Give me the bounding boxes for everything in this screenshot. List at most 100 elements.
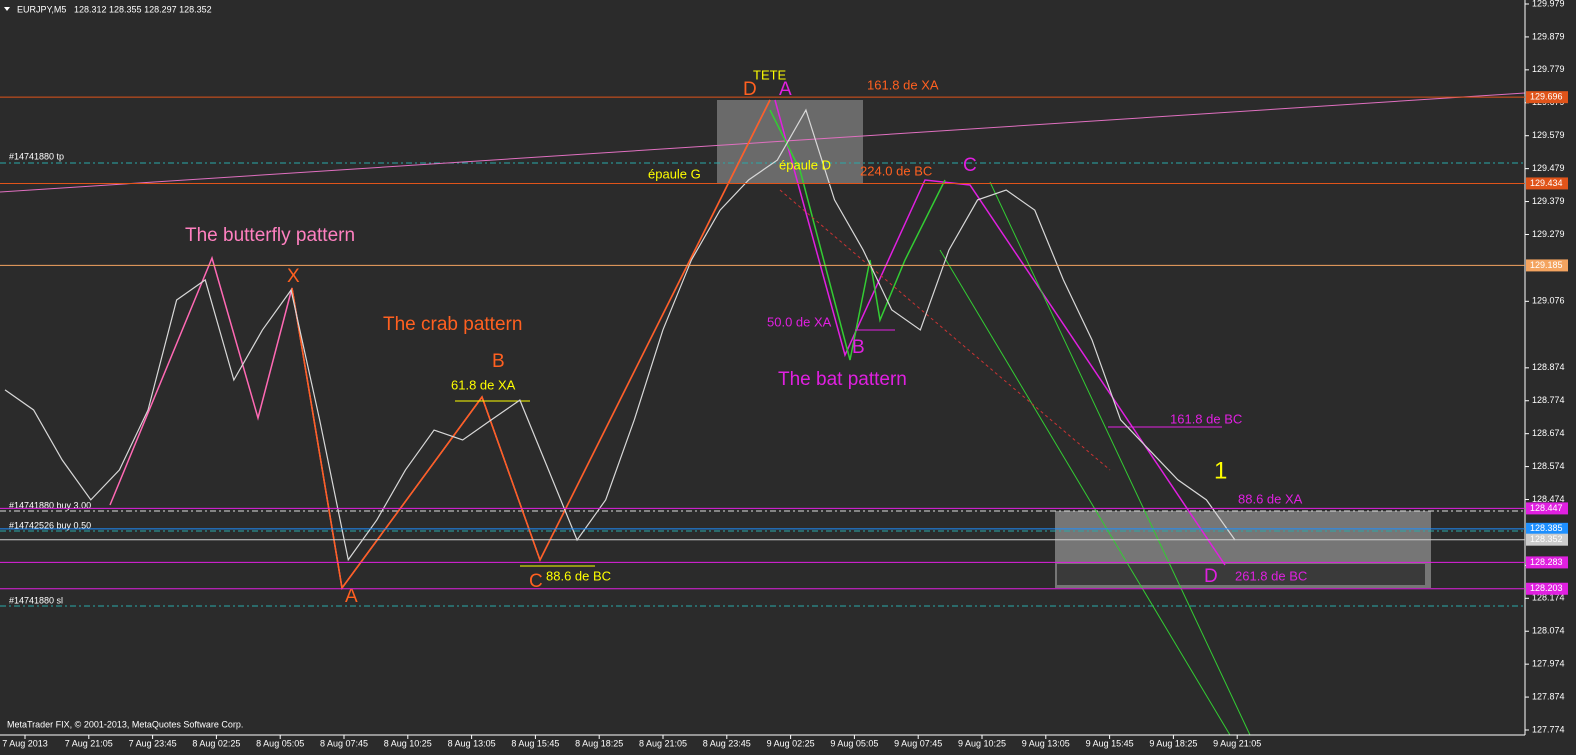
time-label: 8 Aug 13:05 [448,738,496,748]
price-tick-label: 129.379 [1532,196,1565,206]
order-label: #14741880 tp [9,151,64,161]
label: D [1204,566,1218,587]
order-label: #14742526 buy 0.50 [9,520,91,530]
label: The butterfly pattern [185,225,355,246]
price-tick-label: 129.779 [1532,64,1565,74]
label: 161.8 de XA [867,77,939,92]
symbol: EURJPY,M5 [17,4,66,14]
plot-area [0,92,1526,736]
label: A [345,586,358,607]
head-box [717,100,863,184]
time-label: 8 Aug 05:05 [256,738,304,748]
time-label: 9 Aug 18:25 [1149,738,1197,748]
green-lines [769,109,946,361]
label: TETE [753,67,787,82]
price-tick-label: 128.474 [1532,494,1565,504]
time-label: 8 Aug 18:25 [575,738,623,748]
time-label: 7 Aug 2013 [2,738,48,748]
ohlc: 128.312 128.355 128.297 128.352 [74,4,212,14]
price-tick-label: 129.279 [1532,229,1565,239]
time-label: 9 Aug 13:05 [1022,738,1070,748]
label: A [779,79,792,100]
menu-arrow[interactable] [4,7,10,11]
order-label: #14741880 buy 3.00 [9,500,91,510]
level-box [1526,177,1568,190]
level-label: 128.385 [1530,523,1563,533]
label: 61.8 de XA [451,377,516,392]
time-label: 9 Aug 05:05 [830,738,878,748]
time-label: 8 Aug 23:45 [703,738,751,748]
trend-line [0,92,1526,193]
level-box [1526,502,1568,515]
price-tick-label: 128.074 [1532,626,1565,636]
label: The crab pattern [383,314,522,335]
time-label: 8 Aug 07:45 [320,738,368,748]
time-label: 7 Aug 23:45 [129,738,177,748]
target-inner [1057,564,1425,585]
level-box [1526,533,1568,546]
label: B [852,337,865,358]
label: 224.0 de BC [860,163,932,178]
order-label: #14741880 sl [9,595,63,605]
price-tick-label: 129.579 [1532,130,1565,140]
price-tick-label: 129.979 [1532,0,1565,8]
label: 261.8 de BC [1235,568,1307,583]
footer: MetaTrader FIX, © 2001-2013, MetaQuotes … [7,719,243,729]
level-label: 128.283 [1530,557,1563,567]
level-label: 129.185 [1530,260,1563,270]
time-label: 9 Aug 07:45 [894,738,942,748]
price-tick-label: 129.879 [1532,31,1565,41]
time-label: 9 Aug 02:25 [767,738,815,748]
label: C [963,155,977,176]
price-tick-label: 128.774 [1532,395,1565,405]
price-tick-label: 128.174 [1532,593,1565,603]
label: C [529,571,543,592]
level-box [1526,91,1568,104]
level-label: 128.203 [1530,583,1563,593]
time-label: 9 Aug 21:05 [1213,738,1261,748]
crab-lines [291,99,771,590]
time-label: 8 Aug 15:45 [511,738,559,748]
level-label: 128.352 [1530,534,1563,544]
price-tick-label: 129.479 [1532,163,1565,173]
price-tick-label: 128.874 [1532,362,1565,372]
price-tick-label: 128.574 [1532,461,1565,471]
label: The bat pattern [778,369,907,390]
channel-line [989,181,1251,736]
time-label: 9 Aug 15:45 [1086,738,1134,748]
time-label: 8 Aug 10:25 [384,738,432,748]
label: épaule D [779,157,831,172]
price-trace [4,108,1236,562]
level-label: 129.434 [1530,178,1563,188]
label: épaule G [648,166,701,181]
label: X [287,266,300,287]
label: 161.8 de BC [1170,411,1242,426]
label: B [492,351,505,372]
level-label: 129.696 [1530,92,1563,102]
time-label: 8 Aug 21:05 [639,738,687,748]
annotations: The butterfly pattern X A The crab patte… [9,67,1307,607]
price-tick-label: 127.774 [1532,724,1565,734]
price-tick-label: 129.076 [1532,296,1565,306]
label: 88.6 de BC [546,568,611,583]
time-label: 9 Aug 10:25 [958,738,1006,748]
label: 88.6 de XA [1238,491,1303,506]
level-box [1526,556,1568,569]
label: 50.0 de XA [767,314,832,329]
level-box [1526,522,1568,535]
channel-line [939,249,1231,736]
level-box [1526,582,1568,595]
bat-lines [774,99,1226,566]
time-label: 8 Aug 02:25 [192,738,240,748]
dashed-line [779,189,1111,471]
level-label: 128.447 [1530,503,1563,513]
price-tick-label: 128.674 [1532,428,1565,438]
price-tick-label: 127.974 [1532,659,1565,669]
price-tick-label: 127.874 [1532,691,1565,701]
time-label: 7 Aug 21:05 [65,738,113,748]
label: D [743,79,757,100]
label: 1 [1214,457,1227,484]
level-box [1526,259,1568,272]
